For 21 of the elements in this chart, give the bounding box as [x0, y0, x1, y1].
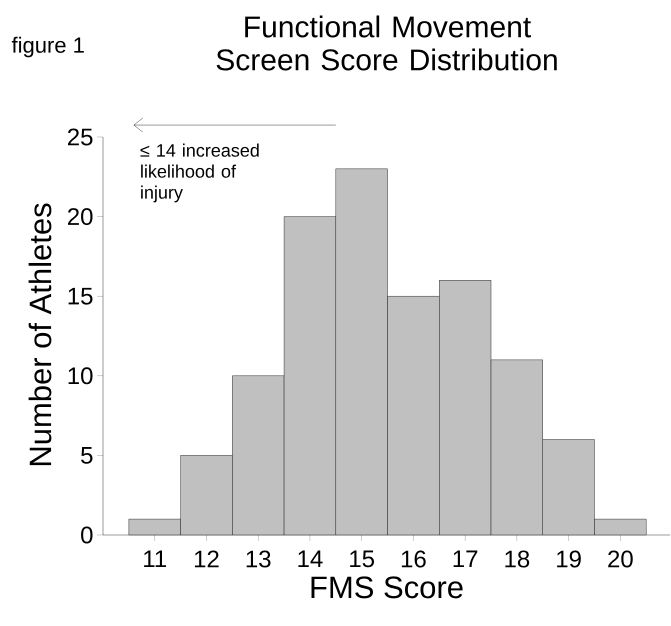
x-tick-label: 19 — [557, 550, 581, 568]
y-axis-title: Number of Athletes — [28, 203, 52, 466]
caption: figure 1 — [12, 36, 84, 58]
x-tick-label: 17 — [454, 550, 478, 568]
x-tick-label: 13 — [246, 550, 270, 568]
y-tick-label: 20 — [68, 208, 93, 226]
x-tick-label: 15 — [350, 550, 374, 568]
y-tick-label: 15 — [68, 288, 92, 305]
x-tick-label: 20 — [608, 550, 633, 568]
x-tick-label: 12 — [194, 550, 219, 568]
x-tick-label: 16 — [402, 550, 426, 568]
y-tick-label: 0 — [81, 526, 93, 544]
y-tick-label: 25 — [68, 128, 92, 146]
chart-title: Functional Movement Screen Score Distribution — [216, 15, 557, 71]
x-tick-label: 18 — [505, 550, 530, 568]
y-tick-label: 10 — [68, 367, 93, 384]
x-tick-label: 14 — [298, 550, 323, 568]
annotation: ≤ 14 increased likelihood of injury — [140, 144, 259, 202]
x-tick-label: 11 — [144, 550, 166, 568]
x-axis-title: FMS Score — [312, 576, 463, 598]
y-tick-label: 5 — [81, 447, 92, 464]
